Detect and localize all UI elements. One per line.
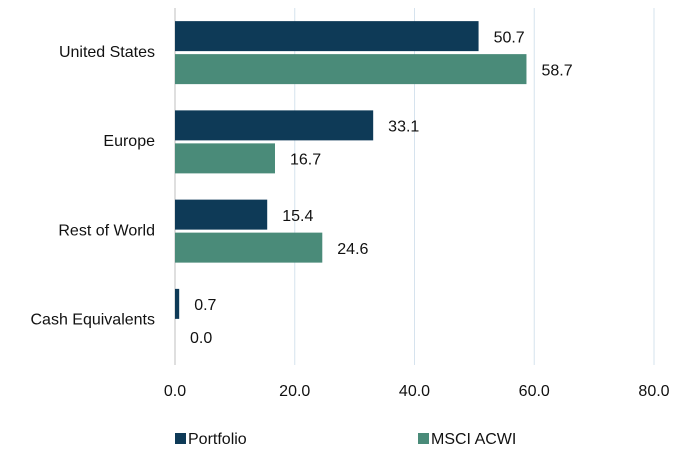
x-tick-label: 80.0 xyxy=(638,383,669,400)
bar xyxy=(175,110,374,141)
data-label: 16.7 xyxy=(290,152,321,169)
data-label: 24.6 xyxy=(337,241,368,258)
data-label: 58.7 xyxy=(541,62,572,79)
data-label: 0.7 xyxy=(194,297,216,314)
bar xyxy=(175,54,527,85)
legend-swatch xyxy=(418,433,429,444)
y-tick-label: Rest of World xyxy=(58,222,155,239)
legend-label: MSCI ACWI xyxy=(431,431,516,448)
legend-label: Portfolio xyxy=(188,431,247,448)
x-tick-label: 20.0 xyxy=(279,383,310,400)
x-tick-label: 0.0 xyxy=(164,383,186,400)
bar xyxy=(175,199,268,230)
y-tick-label: Cash Equivalents xyxy=(30,312,155,329)
bar xyxy=(175,21,479,52)
x-tick-label: 40.0 xyxy=(399,383,430,400)
y-tick-label: United States xyxy=(59,44,155,61)
data-label: 50.7 xyxy=(494,29,525,46)
bar xyxy=(175,288,180,319)
legend-swatch xyxy=(175,433,186,444)
y-tick-label: Europe xyxy=(103,133,155,150)
data-label: 0.0 xyxy=(190,330,212,347)
bar xyxy=(175,232,323,263)
data-label: 33.1 xyxy=(388,119,419,136)
x-tick-label: 60.0 xyxy=(519,383,550,400)
data-label: 15.4 xyxy=(282,208,313,225)
bar xyxy=(175,143,275,174)
